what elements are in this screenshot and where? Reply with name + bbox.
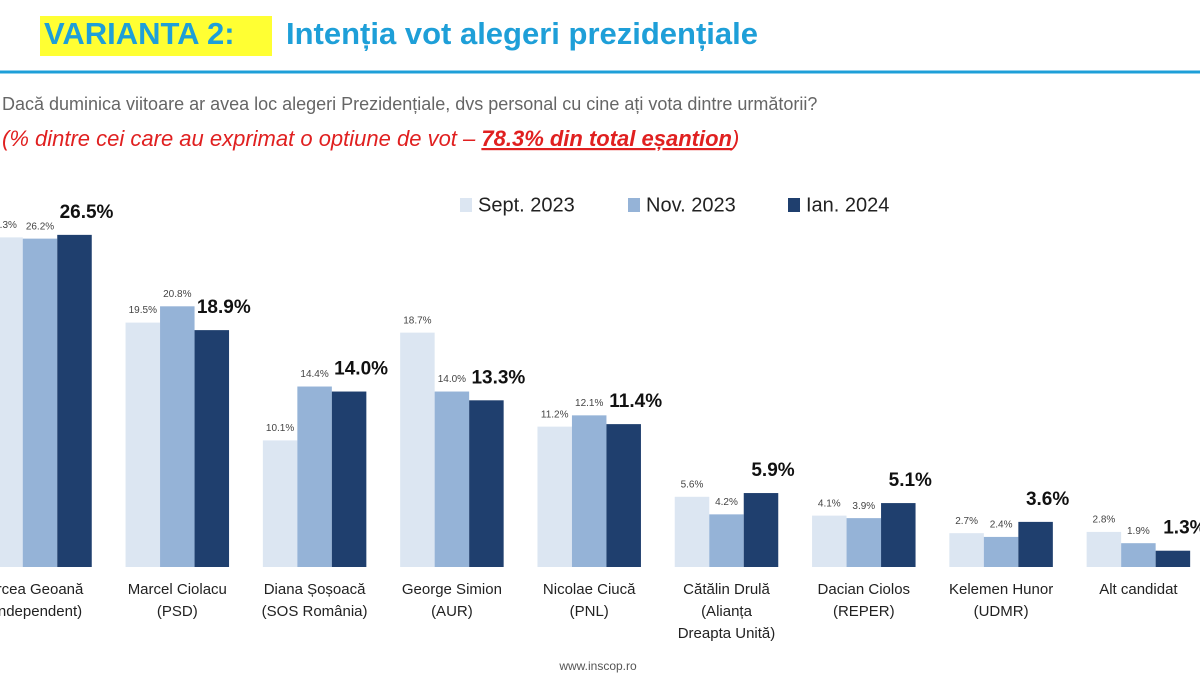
value-label-emphasis: 18.9% bbox=[197, 297, 251, 318]
bar bbox=[812, 515, 847, 567]
value-label-emphasis: 5.1% bbox=[889, 470, 932, 491]
bar bbox=[1121, 543, 1156, 567]
title-label: VARIANTA 2: bbox=[44, 16, 235, 51]
value-label: 2.4% bbox=[990, 520, 1013, 531]
note-end: ) bbox=[729, 126, 739, 151]
x-tick-label: (REPER) bbox=[833, 603, 895, 620]
bar bbox=[400, 332, 435, 567]
value-label: 14.0% bbox=[438, 374, 466, 385]
value-label: 19.5% bbox=[129, 305, 157, 316]
value-label-emphasis: 14.0% bbox=[334, 359, 388, 380]
value-label: 12.1% bbox=[575, 398, 603, 409]
bar bbox=[743, 493, 779, 567]
value-label: 18.7% bbox=[403, 315, 431, 326]
value-label: 2.7% bbox=[955, 516, 978, 527]
bar bbox=[434, 391, 470, 567]
x-tick-label: rcea Geoană bbox=[0, 581, 84, 598]
bar bbox=[674, 496, 710, 567]
bar bbox=[1018, 521, 1053, 567]
bar bbox=[846, 518, 882, 567]
bar bbox=[0, 237, 23, 567]
bar bbox=[262, 440, 298, 567]
subtitle: Dacă duminica viitoare ar avea loc alege… bbox=[2, 94, 817, 114]
value-label-emphasis: 11.4% bbox=[609, 391, 662, 412]
value-label: 10.1% bbox=[266, 423, 294, 434]
bar bbox=[606, 424, 641, 567]
value-label: 4.2% bbox=[715, 497, 738, 508]
bar bbox=[983, 536, 1019, 567]
x-tick-label: Diana Șoșoacă bbox=[264, 581, 366, 598]
legend-swatch bbox=[788, 198, 800, 212]
x-tick-label: (SOS România) bbox=[262, 603, 368, 620]
value-label: 2.8% bbox=[1093, 515, 1116, 526]
note-emphasis: 78.3% din total eșantion bbox=[481, 126, 732, 151]
x-tick-label: Marcel Ciolacu bbox=[128, 581, 227, 598]
legend-swatch bbox=[628, 198, 640, 212]
bar bbox=[160, 306, 195, 567]
legend-label: Ian. 2024 bbox=[806, 194, 889, 216]
legend-label: Sept. 2023 bbox=[478, 194, 575, 216]
value-label: 6.3% bbox=[0, 220, 17, 231]
value-label: 20.8% bbox=[163, 289, 191, 300]
value-label: 5.6% bbox=[681, 479, 704, 490]
legend-label: Nov. 2023 bbox=[646, 194, 736, 216]
bar bbox=[571, 415, 607, 567]
bar bbox=[469, 400, 504, 567]
bar bbox=[125, 322, 161, 567]
bar bbox=[194, 330, 230, 567]
title-highlight bbox=[40, 16, 272, 56]
value-label-emphasis: 13.3% bbox=[471, 367, 525, 388]
note-text: (% dintre cei care au exprimat o optiune… bbox=[2, 126, 481, 151]
x-tick-label: (PNL) bbox=[570, 603, 609, 620]
bar bbox=[331, 391, 367, 567]
x-tick-label: Dacian Ciolos bbox=[818, 581, 911, 598]
chart-title: Intenția vot alegeri prezidențiale bbox=[286, 16, 758, 51]
bar bbox=[949, 533, 984, 567]
bar bbox=[1086, 531, 1122, 567]
value-label: 14.4% bbox=[300, 369, 328, 380]
bar bbox=[709, 514, 744, 567]
bar bbox=[22, 238, 58, 568]
bar bbox=[1155, 550, 1191, 567]
value-label-emphasis: 1.3% bbox=[1163, 518, 1200, 539]
legend-swatch bbox=[460, 198, 472, 212]
source: www.inscop.ro bbox=[558, 659, 637, 673]
x-tick-label: (AUR) bbox=[431, 603, 473, 620]
x-tick-label: (Alianța bbox=[701, 603, 753, 620]
bar bbox=[297, 386, 332, 567]
value-label: 3.9% bbox=[852, 501, 875, 512]
x-tick-label: Kelemen Hunor bbox=[949, 581, 1053, 598]
x-tick-label: (PSD) bbox=[157, 603, 198, 620]
value-label-emphasis: 26.5% bbox=[60, 202, 114, 223]
x-tick-label: Alt candidat bbox=[1099, 581, 1178, 598]
value-label: 1.9% bbox=[1127, 526, 1150, 537]
value-label-emphasis: 3.6% bbox=[1026, 489, 1069, 510]
value-label: 4.1% bbox=[818, 498, 841, 509]
x-tick-label: Dreapta Unită) bbox=[678, 625, 776, 642]
value-label: 26.2% bbox=[26, 221, 54, 232]
value-label-emphasis: 5.9% bbox=[751, 460, 794, 481]
note: (% dintre cei care au exprimat o optiune… bbox=[2, 126, 739, 151]
x-tick-label: George Simion bbox=[402, 581, 502, 598]
x-tick-label: ndependent) bbox=[0, 603, 82, 620]
x-tick-label: (UDMR) bbox=[974, 603, 1029, 620]
bar bbox=[57, 234, 92, 567]
x-tick-label: Cătălin Drulă bbox=[683, 581, 770, 598]
bar bbox=[881, 503, 916, 567]
x-tick-label: Nicolae Ciucă bbox=[543, 581, 636, 598]
bar bbox=[537, 426, 572, 567]
value-label: 11.2% bbox=[541, 409, 569, 420]
